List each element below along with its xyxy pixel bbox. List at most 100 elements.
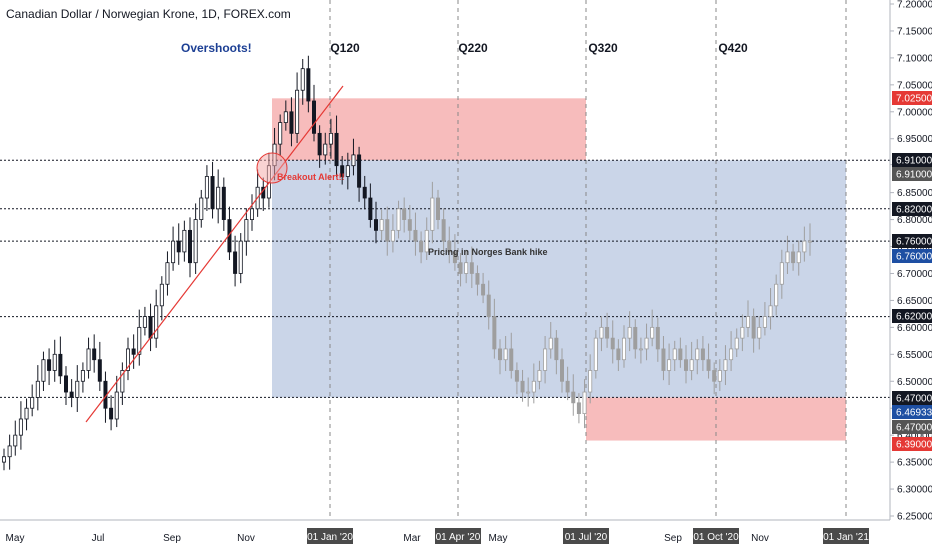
candle-body (75, 380, 80, 398)
candle-body (796, 251, 801, 264)
x-date-tag-bg (435, 528, 481, 544)
candle-body (120, 370, 125, 393)
price-tag-bg (892, 405, 932, 419)
x-axis: May Jul Sep Nov Mar May Sep Nov 01 Jan '20 01 Apr… (0, 519, 890, 544)
price-tag-label: 6.76000 (896, 252, 932, 263)
candle-body (588, 370, 593, 393)
price-tag: 7.02500 (892, 91, 932, 105)
y-tick-label: 7.00000 (897, 107, 932, 118)
candle-body (514, 370, 519, 382)
candle-body (64, 375, 69, 393)
price-tag-bg (892, 391, 932, 405)
candle-body (486, 294, 491, 317)
candle-body (30, 397, 35, 409)
candle-body (283, 111, 288, 123)
x-date-tag: 01 Jan '20 (307, 528, 353, 544)
candle-body (464, 262, 469, 274)
candle-body (740, 326, 745, 339)
candle-body (2, 456, 7, 463)
candle-body (689, 359, 694, 371)
price-tag: 6.76000 (892, 234, 932, 248)
price-tag-bg (892, 234, 932, 248)
candle-body (751, 316, 756, 339)
y-tick-label: 7.15000 (897, 26, 932, 37)
breakout-label: Breakout Alert!! (277, 172, 345, 182)
candle-body (413, 229, 418, 242)
price-tag: 6.62000 (892, 309, 932, 323)
candle-body (131, 348, 136, 355)
y-tick-label: 6.70000 (897, 269, 932, 280)
candle-body (92, 348, 97, 361)
candle-body (644, 337, 649, 350)
price-tag-bg (892, 437, 932, 451)
price-tag-label: 6.91000 (896, 170, 932, 181)
annotations-layer: Q120 Q220 Q320 Q420 Overshoots! Breakout Aler… (181, 41, 748, 257)
candle-body (435, 197, 440, 220)
candle-body (548, 337, 553, 350)
candle-body (757, 326, 762, 339)
y-tick-label: 6.40000 (897, 431, 932, 442)
x-tick-label: May (489, 533, 508, 544)
candle-body (171, 240, 176, 264)
candle-body (497, 348, 502, 361)
candle-body (717, 370, 722, 382)
candle-body (373, 219, 378, 231)
price-tag: 6.47000 (892, 391, 932, 405)
candle-body (441, 219, 446, 242)
candle-body (35, 380, 40, 398)
candle-body (334, 132, 339, 167)
candle-body (142, 316, 147, 328)
price-tag: 6.47000 (892, 420, 932, 434)
candle-body (24, 407, 29, 420)
quarter-label: Q320 (588, 41, 618, 55)
x-tick-label: Mar (403, 533, 421, 544)
zones-layer (272, 98, 846, 441)
candle-body (554, 337, 559, 361)
y-axis: 7.20000 7.15000 7.10000 7.05000 7.00000 6.950… (889, 0, 932, 523)
x-tick-label: Sep (664, 533, 682, 544)
candle-body (779, 262, 784, 285)
candle-body (390, 229, 395, 242)
candle-body (475, 273, 480, 285)
candle-body (13, 434, 18, 447)
candle-body (340, 165, 345, 177)
candle-body (419, 240, 424, 253)
candle-body (368, 197, 373, 220)
candle-body (80, 370, 85, 382)
y-tick-label: 6.60000 (897, 323, 932, 334)
y-tick-label: 6.65000 (897, 296, 932, 307)
quarter-label: Q420 (718, 41, 748, 55)
x-tick-label: Nov (751, 533, 769, 544)
x-tick-label: Nov (237, 533, 255, 544)
price-tag: 6.76000 (892, 249, 932, 263)
candle-body (684, 359, 689, 371)
candle-body (278, 122, 283, 145)
price-tag-bg (892, 202, 932, 216)
candle-body (210, 176, 215, 210)
candle-body (159, 283, 164, 307)
candle-body (182, 229, 187, 253)
candle-body (571, 391, 576, 404)
y-tick-label: 7.05000 (897, 80, 932, 91)
candle-body (193, 219, 198, 264)
candle-body (244, 219, 249, 242)
price-tag-label: 6.91000 (896, 156, 932, 167)
x-date-tag-label: 01 Jul '20 (565, 532, 608, 543)
y-tick-label: 6.30000 (897, 485, 932, 496)
candle-body (712, 370, 717, 382)
candle-body (452, 251, 457, 264)
x-date-tag-label: 01 Jan '20 (307, 532, 353, 543)
price-tag-label: 7.02500 (896, 94, 932, 105)
price-tag: 6.46933 (892, 405, 932, 419)
candle-body (481, 283, 486, 296)
candle-body (565, 380, 570, 393)
price-tag-bg (892, 91, 932, 105)
y-tick-label: 6.25000 (897, 512, 932, 523)
candle-body (627, 326, 632, 339)
trendline-layer (85, 85, 344, 423)
candle-body (458, 262, 463, 274)
candle-body (165, 262, 170, 285)
quarter-label: Q120 (330, 41, 360, 55)
price-tag: 6.91000 (892, 167, 932, 181)
